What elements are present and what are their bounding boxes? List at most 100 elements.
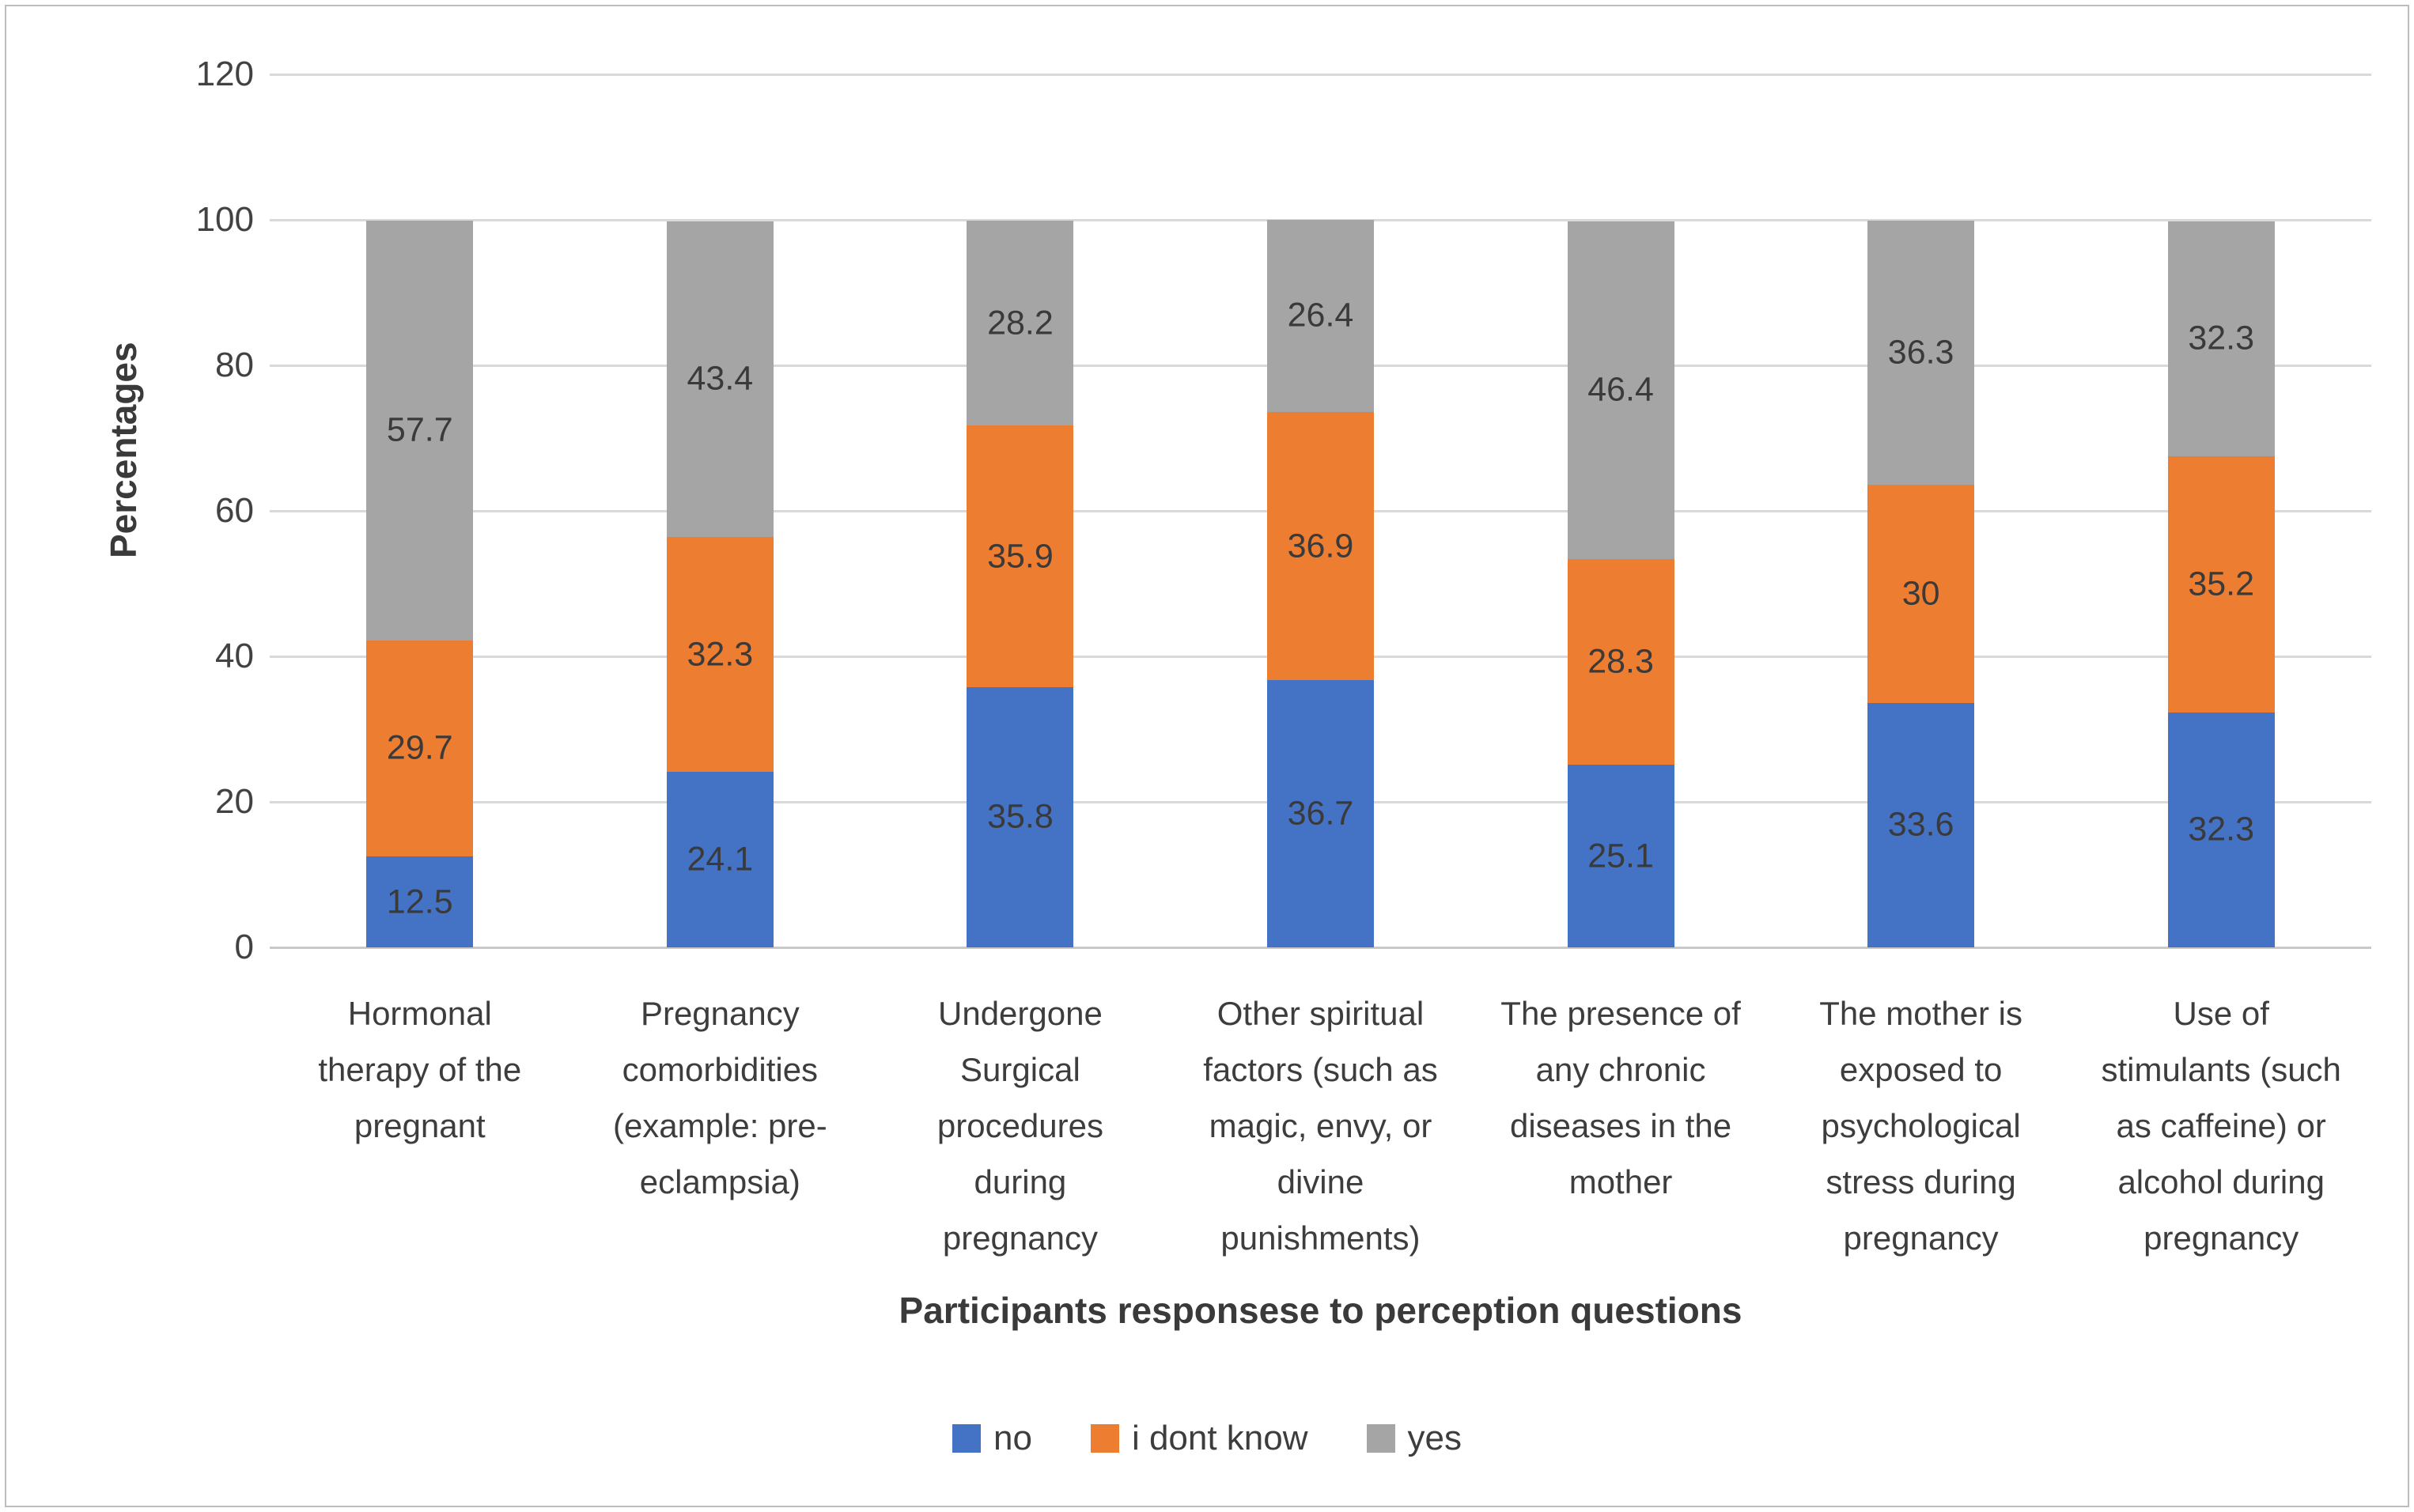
bar-value-label: 28.2 bbox=[987, 304, 1054, 342]
bar-segment-i-dont-know bbox=[967, 425, 1074, 687]
y-tick-label-120: 120 bbox=[195, 55, 254, 93]
bar-segment-yes bbox=[1267, 220, 1374, 412]
category-label-line: mother bbox=[1568, 1163, 1673, 1200]
bar-segment-no bbox=[2167, 712, 2275, 947]
bar-value-label: 32.3 bbox=[2188, 319, 2255, 357]
bar-segment-no bbox=[1567, 765, 1674, 947]
category-label: Hormonal therapy of the pregnant bbox=[270, 985, 570, 1154]
y-tick-label-40: 40 bbox=[215, 637, 254, 675]
bar-value-label: 24.1 bbox=[687, 840, 754, 879]
category-label-line: Other spiritual bbox=[1216, 995, 1425, 1032]
category-label: Other spiritual factors (such as magic, en… bbox=[1171, 985, 1471, 1266]
category-label-line: Pregnancy bbox=[640, 995, 800, 1032]
bar-segment-i-dont-know bbox=[1567, 558, 1674, 765]
category-label-line: magic, envy, or bbox=[1209, 1107, 1432, 1144]
category-label-line: punishments) bbox=[1220, 1219, 1421, 1257]
category-label-line: The mother is bbox=[1819, 995, 2022, 1032]
category-label-line: pregnancy bbox=[1843, 1219, 1999, 1257]
bar-segment-yes bbox=[366, 220, 474, 641]
bar-value-label: 30 bbox=[1901, 574, 1940, 613]
bar-segment-yes bbox=[1867, 220, 1975, 485]
bar-value-label: 32.3 bbox=[2188, 810, 2255, 849]
category-label-line: divine bbox=[1277, 1163, 1364, 1200]
chart-frame: Percentages 0 20 40 60 80 100 120 12.5 29.7 57.7… bbox=[5, 5, 2409, 1507]
category-label-line: pregnancy bbox=[2143, 1219, 2299, 1257]
bar-value-label: 26.4 bbox=[1287, 296, 1354, 335]
legend-item-i-dont-know: i dont know bbox=[1090, 1419, 1308, 1458]
bar-value-label: 36.7 bbox=[1287, 794, 1354, 833]
y-tick-label-0: 0 bbox=[234, 928, 254, 966]
bar-segment-no bbox=[967, 686, 1074, 947]
category-label-line: therapy of the bbox=[318, 1051, 522, 1088]
bar-value-label: 32.3 bbox=[687, 635, 754, 674]
x-axis-title: Participants responsese to perception qu… bbox=[899, 1290, 1742, 1331]
gridline-0 bbox=[270, 947, 2371, 949]
category-label: The mother is exposed to psychological stre… bbox=[1771, 985, 2072, 1266]
gridline-120 bbox=[270, 74, 2371, 76]
bar-segment-i-dont-know bbox=[366, 640, 474, 856]
legend-item-no: no bbox=[952, 1419, 1032, 1458]
category-label-line: pregnancy bbox=[942, 1219, 1098, 1257]
bar-value-label: 35.8 bbox=[987, 797, 1054, 836]
bar-segment-i-dont-know bbox=[1267, 411, 1374, 681]
category-label: The presence of any chronic diseases in th… bbox=[1470, 985, 1771, 1210]
category-label-line: alcohol during bbox=[2117, 1163, 2325, 1200]
y-tick-label-100: 100 bbox=[195, 200, 254, 239]
bar-segment-i-dont-know bbox=[1867, 484, 1975, 703]
category-label-line: pregnant bbox=[354, 1107, 486, 1144]
y-tick-label-20: 20 bbox=[215, 782, 254, 821]
y-tick-label-60: 60 bbox=[215, 491, 254, 530]
category-label-line: stimulants (such bbox=[2101, 1051, 2341, 1088]
legend-swatch-icon bbox=[952, 1424, 981, 1453]
bar-value-label: 36.3 bbox=[1887, 333, 1954, 372]
bar-value-label: 46.4 bbox=[1587, 370, 1654, 409]
category-label-line: (example: pre- bbox=[612, 1107, 827, 1144]
bar-segment-no bbox=[666, 772, 774, 947]
category-label: Pregnancy comorbidities (example: pre-ecla… bbox=[570, 985, 871, 1210]
category-label-line: The presence of bbox=[1500, 995, 1741, 1032]
category-label-line: Hormonal bbox=[347, 995, 492, 1032]
category-label-line: comorbidities bbox=[622, 1051, 819, 1088]
category-label-line: Surgical bbox=[960, 1051, 1080, 1088]
category-label-line: as caffeine) or bbox=[2116, 1107, 2326, 1144]
bar-segment-yes bbox=[1567, 221, 1674, 559]
bar-segment-yes bbox=[666, 221, 774, 538]
bar-value-label: 25.1 bbox=[1587, 837, 1654, 875]
category-label: Undergone Surgical procedures during pregnan… bbox=[870, 985, 1171, 1266]
bar-value-label: 29.7 bbox=[386, 728, 453, 767]
bar-segment-i-dont-know bbox=[2167, 456, 2275, 713]
bar-segment-yes bbox=[967, 220, 1074, 426]
bar-segment-no bbox=[366, 856, 474, 947]
bar-value-label: 28.3 bbox=[1587, 642, 1654, 681]
legend-item-yes: yes bbox=[1366, 1419, 1462, 1458]
legend-label: no bbox=[993, 1419, 1032, 1457]
bar-value-label: 57.7 bbox=[386, 410, 453, 449]
category-label-line: during bbox=[974, 1163, 1067, 1200]
legend-label: yes bbox=[1407, 1419, 1462, 1457]
bar-segment-no bbox=[1867, 702, 1975, 947]
bar-value-label: 35.9 bbox=[987, 537, 1054, 575]
bar-value-label: 33.6 bbox=[1887, 805, 1954, 844]
category-label-line: eclampsia) bbox=[639, 1163, 800, 1200]
bar-value-label: 36.9 bbox=[1287, 527, 1354, 565]
category-label-line: procedures bbox=[936, 1107, 1103, 1144]
bar-segment-no bbox=[1267, 680, 1374, 947]
bar-segment-yes bbox=[2167, 221, 2275, 456]
category-label-line: Undergone bbox=[938, 995, 1103, 1032]
bar-segment-i-dont-know bbox=[666, 537, 774, 773]
legend: no i dont know yes bbox=[6, 1419, 2408, 1458]
y-tick-label-80: 80 bbox=[215, 346, 254, 384]
category-label-line: Use of bbox=[2173, 995, 2269, 1032]
category-label-line: factors (such as bbox=[1203, 1051, 1438, 1088]
bar-value-label: 43.4 bbox=[687, 359, 754, 398]
legend-swatch-icon bbox=[1366, 1424, 1395, 1453]
bar-value-label: 12.5 bbox=[386, 883, 453, 920]
category-label-line: psychological bbox=[1821, 1107, 2021, 1144]
legend-swatch-icon bbox=[1090, 1424, 1119, 1453]
legend-label: i dont know bbox=[1131, 1419, 1308, 1457]
category-label-line: diseases in the bbox=[1509, 1107, 1732, 1144]
bar-value-label: 35.2 bbox=[2188, 565, 2255, 603]
category-label: Use of stimulants (such as caffeine) or alc… bbox=[2071, 985, 2371, 1266]
category-label-line: any chronic bbox=[1535, 1051, 1706, 1088]
category-label-line: exposed to bbox=[1839, 1051, 2003, 1088]
